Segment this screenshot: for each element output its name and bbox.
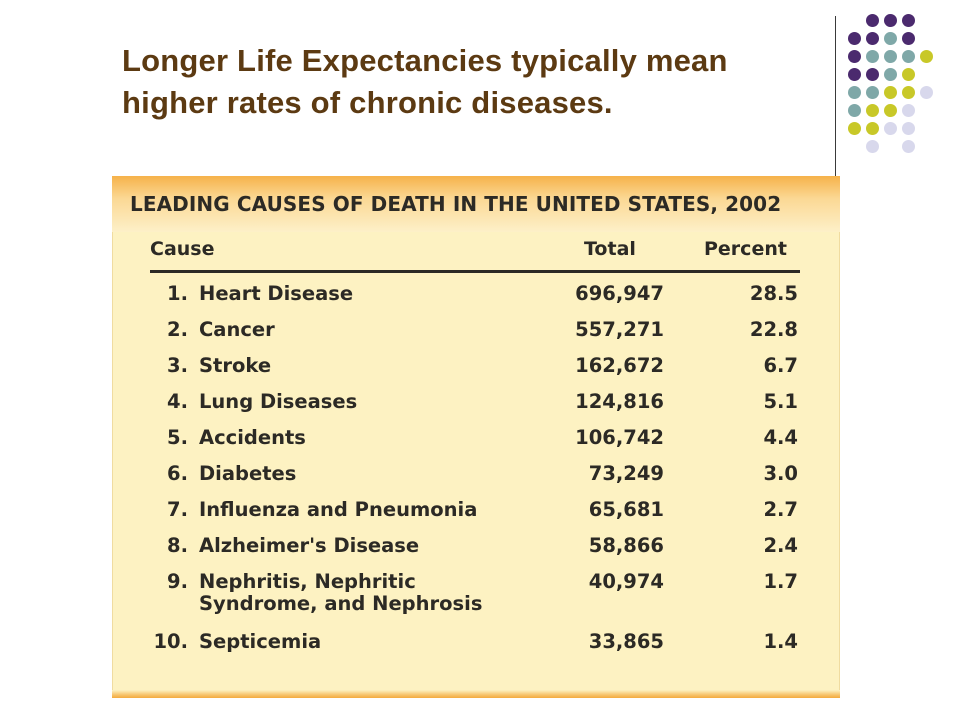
- column-header-percent: Percent: [704, 238, 787, 260]
- decorative-dot: [884, 32, 897, 45]
- decorative-dot: [902, 14, 915, 27]
- row-cause: Stroke: [199, 354, 272, 377]
- row-percent: 2.7: [763, 498, 798, 521]
- row-total: 58,866: [588, 534, 664, 557]
- row-percent: 3.0: [763, 462, 798, 485]
- row-rank: 9.: [167, 570, 188, 593]
- row-cause: Septicemia: [199, 630, 322, 653]
- row-total: 557,271: [575, 318, 664, 341]
- decorative-dot: [884, 122, 897, 135]
- decorative-dot: [866, 14, 879, 27]
- decorative-dot: [866, 122, 879, 135]
- decorative-dot: [884, 86, 897, 99]
- row-cause: Lung Diseases: [199, 390, 358, 413]
- decorative-dot-grid: [848, 14, 938, 159]
- column-header-total: Total: [584, 238, 636, 260]
- decorative-dot: [866, 50, 879, 63]
- row-rank: 5.: [167, 426, 188, 449]
- decorative-dot: [902, 86, 915, 99]
- row-total: 73,249: [588, 462, 664, 485]
- decorative-dot: [902, 122, 915, 135]
- row-total: 106,742: [575, 426, 664, 449]
- decorative-dot: [866, 68, 879, 81]
- decorative-dot: [848, 68, 861, 81]
- decorative-dot: [920, 50, 933, 63]
- row-rank: 1.: [167, 282, 188, 305]
- decorative-dot: [884, 50, 897, 63]
- row-percent: 5.1: [763, 390, 798, 413]
- row-percent: 6.7: [763, 354, 798, 377]
- decorative-dot: [866, 86, 879, 99]
- row-cause: Nephritis, Nephritic: [199, 570, 416, 593]
- decorative-dot: [848, 50, 861, 63]
- decorative-dot: [848, 122, 861, 135]
- row-cause-line-2: Syndrome, and Nephrosis: [199, 592, 483, 615]
- row-rank: 7.: [167, 498, 188, 521]
- slide-title-line-2: higher rates of chronic diseases.: [122, 85, 613, 120]
- row-total: 162,672: [575, 354, 664, 377]
- row-cause: Influenza and Pneumonia: [199, 498, 478, 521]
- row-total: 33,865: [588, 630, 664, 653]
- row-total: 124,816: [575, 390, 664, 413]
- row-percent: 22.8: [749, 318, 798, 341]
- row-rank: 4.: [167, 390, 188, 413]
- row-rank: 2.: [167, 318, 188, 341]
- decorative-dot: [884, 104, 897, 117]
- row-rank: 3.: [167, 354, 188, 377]
- slide-title-line-1: Longer Life Expectancies typically mean: [122, 43, 728, 78]
- row-total: 696,947: [575, 282, 664, 305]
- decorative-dot: [866, 104, 879, 117]
- row-rank: 10.: [153, 630, 188, 653]
- decorative-dot: [902, 104, 915, 117]
- row-total: 65,681: [588, 498, 664, 521]
- decorative-dot: [902, 32, 915, 45]
- row-total: 40,974: [588, 570, 664, 593]
- header-rule: [150, 270, 800, 273]
- row-percent: 2.4: [763, 534, 798, 557]
- row-cause: Diabetes: [199, 462, 297, 485]
- row-cause: Accidents: [199, 426, 306, 449]
- decorative-dot: [920, 86, 933, 99]
- decorative-dot: [848, 104, 861, 117]
- row-cause: Alzheimer's Disease: [199, 534, 420, 557]
- row-cause: Cancer: [199, 318, 275, 341]
- decorative-dot: [866, 140, 879, 153]
- decorative-dot: [902, 50, 915, 63]
- row-cause: Heart Disease: [199, 282, 354, 305]
- row-percent: 1.7: [763, 570, 798, 593]
- decorative-dot: [884, 68, 897, 81]
- divider-line: [835, 16, 836, 180]
- row-percent: 28.5: [749, 282, 798, 305]
- slide-title: Longer Life Expectancies typically mean …: [122, 40, 802, 124]
- row-rank: 6.: [167, 462, 188, 485]
- row-rank: 8.: [167, 534, 188, 557]
- decorative-dot: [848, 32, 861, 45]
- table-bottom-stripe: [112, 690, 840, 698]
- row-percent: 1.4: [763, 630, 798, 653]
- table-title: LEADING CAUSES OF DEATH IN THE UNITED ST…: [130, 192, 782, 216]
- row-percent: 4.4: [763, 426, 798, 449]
- decorative-dot: [848, 86, 861, 99]
- decorative-dot: [902, 140, 915, 153]
- decorative-dot: [884, 14, 897, 27]
- decorative-dot: [902, 68, 915, 81]
- column-header-cause: Cause: [150, 238, 215, 260]
- decorative-dot: [866, 32, 879, 45]
- causes-of-death-table: LEADING CAUSES OF DEATH IN THE UNITED ST…: [112, 176, 840, 698]
- table-header-band: LEADING CAUSES OF DEATH IN THE UNITED ST…: [112, 176, 840, 232]
